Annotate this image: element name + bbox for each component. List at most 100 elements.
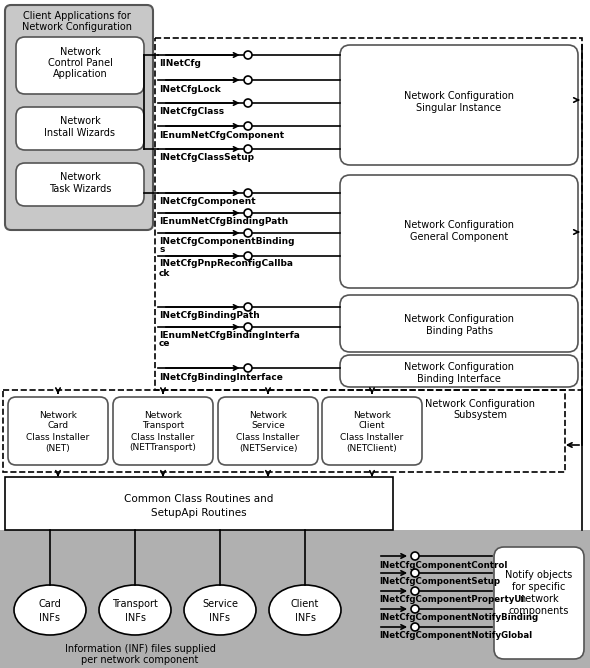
Text: INFs: INFs — [209, 613, 231, 623]
Text: INetCfgComponentPropertyUi: INetCfgComponentPropertyUi — [379, 595, 525, 605]
Text: Information (INF) files supplied: Information (INF) files supplied — [64, 644, 215, 654]
Text: Task Wizards: Task Wizards — [49, 184, 111, 194]
Text: Network: Network — [249, 411, 287, 420]
Text: Transport: Transport — [112, 599, 158, 609]
Text: Network: Network — [144, 411, 182, 420]
Circle shape — [244, 323, 252, 331]
Bar — [0, 530, 590, 668]
Text: Network: Network — [60, 47, 100, 57]
Text: IEnumNetCfgBindingInterfa: IEnumNetCfgBindingInterfa — [159, 331, 300, 339]
Ellipse shape — [269, 585, 341, 635]
Circle shape — [244, 209, 252, 217]
Text: Network Configuration: Network Configuration — [425, 399, 535, 409]
Circle shape — [244, 51, 252, 59]
Text: INetCfgClass: INetCfgClass — [159, 108, 224, 116]
FancyBboxPatch shape — [5, 5, 153, 230]
FancyBboxPatch shape — [322, 397, 422, 465]
Ellipse shape — [14, 585, 86, 635]
Text: Network: Network — [60, 172, 100, 182]
Ellipse shape — [99, 585, 171, 635]
Text: Client Applications for: Client Applications for — [23, 11, 131, 21]
Text: INetCfgClassSetup: INetCfgClassSetup — [159, 154, 254, 162]
Text: Network Configuration: Network Configuration — [22, 22, 132, 32]
Text: Class Installer: Class Installer — [237, 432, 300, 442]
FancyBboxPatch shape — [16, 107, 144, 150]
Text: Application: Application — [53, 69, 107, 79]
Text: General Component: General Component — [410, 232, 508, 242]
Text: ce: ce — [159, 339, 171, 349]
Text: INetCfgComponent: INetCfgComponent — [159, 198, 255, 206]
Text: IINetCfg: IINetCfg — [159, 59, 201, 69]
Text: Card: Card — [47, 422, 68, 430]
Text: s: s — [159, 246, 165, 255]
Text: (NETService): (NETService) — [239, 444, 297, 452]
Circle shape — [411, 587, 419, 595]
Text: Network Configuration: Network Configuration — [404, 362, 514, 372]
Text: Binding Paths: Binding Paths — [425, 326, 493, 336]
Circle shape — [411, 623, 419, 631]
Text: INetCfgBindingInterface: INetCfgBindingInterface — [159, 373, 283, 381]
Circle shape — [244, 364, 252, 372]
Text: (NETTransport): (NETTransport) — [130, 444, 196, 452]
Text: Network Configuration: Network Configuration — [404, 314, 514, 324]
Bar — [5, 477, 393, 530]
Text: IEnumNetCfgBindingPath: IEnumNetCfgBindingPath — [159, 218, 289, 226]
FancyBboxPatch shape — [340, 355, 578, 387]
Text: Singular Instance: Singular Instance — [417, 103, 502, 113]
Ellipse shape — [184, 585, 256, 635]
Text: Client: Client — [359, 422, 385, 430]
Text: (NETClient): (NETClient) — [347, 444, 398, 452]
FancyBboxPatch shape — [218, 397, 318, 465]
Text: Subsystem: Subsystem — [453, 410, 507, 420]
Text: Service: Service — [251, 422, 285, 430]
Text: Service: Service — [202, 599, 238, 609]
Text: INetCfgComponentBinding: INetCfgComponentBinding — [159, 236, 294, 246]
Text: Network: Network — [39, 411, 77, 420]
Circle shape — [244, 229, 252, 237]
Text: INetCfgBindingPath: INetCfgBindingPath — [159, 311, 260, 321]
Text: Notify objects: Notify objects — [506, 570, 573, 580]
Text: INetCfgLock: INetCfgLock — [159, 84, 221, 94]
Circle shape — [244, 303, 252, 311]
Bar — [3, 390, 565, 472]
Text: Network Configuration: Network Configuration — [404, 91, 514, 101]
Text: Class Installer: Class Installer — [27, 432, 90, 442]
Text: Network Configuration: Network Configuration — [404, 220, 514, 230]
Circle shape — [244, 145, 252, 153]
FancyBboxPatch shape — [340, 45, 578, 165]
Text: Network: Network — [353, 411, 391, 420]
FancyBboxPatch shape — [113, 397, 213, 465]
Circle shape — [244, 76, 252, 84]
FancyBboxPatch shape — [340, 295, 578, 352]
FancyBboxPatch shape — [494, 547, 584, 659]
Circle shape — [411, 569, 419, 577]
Bar — [155, 38, 582, 390]
Text: network: network — [519, 594, 559, 604]
FancyBboxPatch shape — [16, 37, 144, 94]
Text: ck: ck — [159, 269, 171, 277]
Text: Binding Interface: Binding Interface — [417, 374, 501, 384]
Text: Card: Card — [38, 599, 61, 609]
Text: INetCfgComponentNotifyGlobal: INetCfgComponentNotifyGlobal — [379, 631, 532, 641]
Text: Control Panel: Control Panel — [48, 58, 113, 68]
Text: INetCfgPnpReconfigCallba: INetCfgPnpReconfigCallba — [159, 259, 293, 269]
FancyBboxPatch shape — [16, 163, 144, 206]
Text: per network component: per network component — [81, 655, 199, 665]
Text: (NET): (NET) — [45, 444, 70, 452]
Circle shape — [244, 122, 252, 130]
FancyBboxPatch shape — [8, 397, 108, 465]
Text: Client: Client — [291, 599, 319, 609]
Text: Class Installer: Class Installer — [340, 432, 404, 442]
Text: components: components — [509, 606, 569, 616]
Text: for specific: for specific — [512, 582, 566, 592]
Text: INFs: INFs — [124, 613, 146, 623]
Text: Transport: Transport — [142, 422, 184, 430]
Text: Network: Network — [60, 116, 100, 126]
Text: INFs: INFs — [40, 613, 61, 623]
Circle shape — [244, 252, 252, 260]
Text: INFs: INFs — [294, 613, 316, 623]
Text: Common Class Routines and: Common Class Routines and — [124, 494, 274, 504]
Text: INetCfgComponentSetup: INetCfgComponentSetup — [379, 578, 500, 587]
Circle shape — [411, 552, 419, 560]
Text: Class Installer: Class Installer — [132, 432, 195, 442]
